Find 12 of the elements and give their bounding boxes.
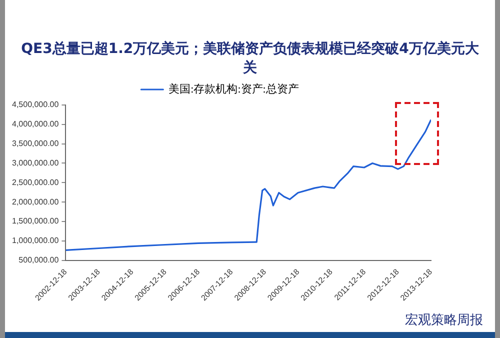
y-tick-label: 3,000,000.00 [12,158,60,168]
y-tick-label: 4,000,000.00 [12,120,60,129]
chart-title: QE3总量已超1.2万亿美元；美联储资产负债表规模已经突破4万亿美元大关 [20,40,480,78]
y-tick-label: 4,500,000.00 [12,100,60,110]
legend-label: 美国:存款机构:资产:总资产 [168,82,299,96]
y-tick-label: 3,500,000.00 [12,139,60,148]
y-tick-label: 2,500,000.00 [12,178,60,187]
y-tick-label: 1,500,000.00 [12,216,60,226]
y-tick-label: 2,000,000.00 [12,197,60,206]
y-tick-label: 500,000.00 [18,255,60,264]
text: 宏观策略周报 [405,312,483,329]
y-tick-label: 1,000,000.00 [12,236,60,246]
